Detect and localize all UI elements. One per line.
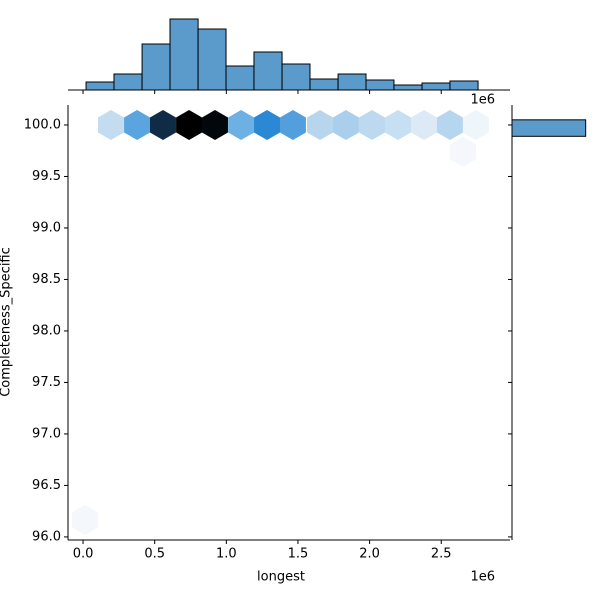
x-tick-label: 2.5 — [431, 547, 452, 562]
y-tick-label: 98.5 — [32, 272, 61, 287]
hexbin — [450, 136, 476, 167]
top-hist-bar — [225, 65, 255, 91]
hexbin — [279, 109, 306, 140]
hexbin — [411, 109, 438, 140]
hexbin — [202, 109, 228, 140]
top-hist-bar — [281, 63, 311, 91]
top-hist-bar — [337, 73, 367, 91]
hexbin — [150, 109, 176, 140]
top-hist-bar — [365, 79, 395, 91]
top-hist-bar — [421, 82, 451, 91]
y-axis-label: Completeness_Specific — [0, 247, 14, 397]
y-tick-label: 96.0 — [32, 529, 61, 544]
hexbin — [72, 504, 99, 535]
hexbin — [384, 109, 411, 140]
y-tick-label: 97.0 — [32, 426, 61, 441]
hexbin — [332, 109, 359, 140]
hexbin — [228, 109, 255, 140]
top-hist-bar — [113, 73, 143, 91]
x-tick-label: 0.5 — [144, 547, 165, 562]
top-hist-bar — [169, 18, 199, 91]
hexbin — [307, 109, 334, 140]
y-tick-label: 99.0 — [32, 220, 61, 235]
top-hist-bar — [197, 28, 227, 91]
hexbin — [462, 109, 489, 140]
hexbin — [176, 109, 203, 140]
right-hist-bar — [511, 119, 587, 137]
y-tick-label: 100.0 — [24, 117, 61, 132]
hexbin — [97, 109, 124, 140]
top-hist-bar — [449, 80, 479, 91]
y-tick-label: 99.5 — [32, 169, 61, 184]
hexbin — [436, 109, 463, 140]
hexbin — [359, 109, 386, 140]
y-tick-label: 98.0 — [32, 323, 61, 338]
hexbin — [124, 109, 151, 140]
x-tick-label: 0.0 — [73, 547, 94, 562]
top-offset-label: 1e6 — [470, 93, 495, 108]
x-offset-label: 1e6 — [470, 570, 495, 585]
x-tick-label: 2.0 — [359, 547, 380, 562]
top-hist-bar — [253, 51, 283, 91]
top-hist-bar — [309, 78, 339, 91]
top-hist-bar — [141, 43, 171, 91]
x-axis-label: longest — [257, 570, 305, 585]
x-tick-label: 1.0 — [216, 547, 237, 562]
hexbin — [254, 109, 280, 140]
y-tick-label: 96.5 — [32, 478, 61, 493]
x-tick-label: 1.5 — [288, 547, 309, 562]
y-tick-label: 97.5 — [32, 375, 61, 390]
top-hist-bar — [393, 84, 423, 91]
top-hist-bar — [85, 81, 115, 91]
